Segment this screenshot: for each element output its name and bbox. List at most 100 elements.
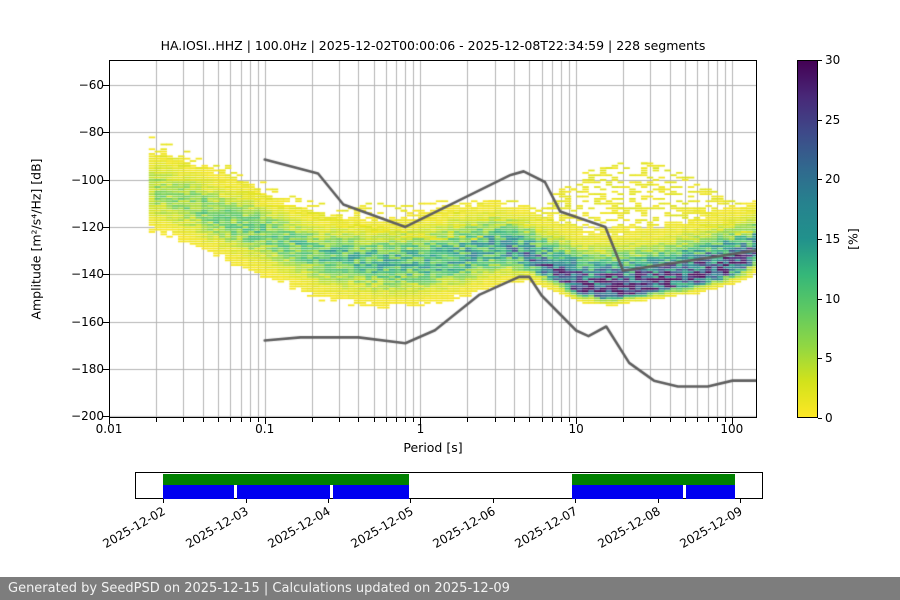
y-tick-label: −200 bbox=[71, 409, 104, 424]
x-tick-mark bbox=[623, 418, 625, 422]
x-tick-mark bbox=[569, 418, 571, 422]
x-tick-mark bbox=[358, 418, 360, 422]
x-tick-mark bbox=[707, 418, 709, 422]
colorbar-tick-mark bbox=[818, 60, 822, 61]
x-tick-mark bbox=[405, 418, 407, 422]
x-tick-mark bbox=[529, 418, 531, 422]
colorbar-tick-label: 5 bbox=[825, 351, 833, 366]
coverage-blue-segment bbox=[236, 485, 330, 499]
x-tick-mark bbox=[339, 418, 340, 422]
colorbar-tick-label: 0 bbox=[825, 411, 833, 425]
coverage-blue-segment bbox=[163, 485, 235, 499]
y-tick-mark bbox=[103, 132, 109, 134]
data-coverage-bar bbox=[135, 472, 763, 499]
x-axis-label: Period [s] bbox=[403, 440, 463, 455]
coverage-tick-mark bbox=[657, 499, 659, 503]
colorbar-tick-label: 25 bbox=[825, 112, 841, 127]
x-tick-mark bbox=[264, 418, 266, 424]
x-tick-mark bbox=[716, 418, 718, 422]
colorbar-tick-mark bbox=[818, 239, 822, 240]
colorbar-tick-mark bbox=[818, 298, 822, 300]
x-tick-mark bbox=[467, 418, 469, 422]
x-tick-mark bbox=[514, 418, 516, 422]
x-tick-label: 1 bbox=[416, 422, 425, 436]
plot-title: HA.IOSI..HHZ | 100.0Hz | 2025-12-02T00:0… bbox=[160, 38, 706, 53]
coverage-tick-mark bbox=[163, 499, 165, 503]
y-tick-mark bbox=[103, 179, 109, 181]
footer-status-bar: Generated by SeedPSD on 2025-12-15 | Cal… bbox=[0, 577, 900, 600]
coverage-tick-mark bbox=[492, 499, 494, 503]
colorbar-tick-mark bbox=[818, 179, 822, 181]
x-tick-label: 10 bbox=[568, 422, 584, 436]
colorbar-tick-label: 30 bbox=[825, 53, 841, 67]
x-tick-mark bbox=[240, 418, 242, 422]
coverage-tick-mark bbox=[410, 499, 412, 503]
y-tick-mark bbox=[103, 274, 109, 276]
x-tick-mark bbox=[230, 418, 232, 422]
x-tick-mark bbox=[396, 418, 398, 422]
y-tick-label: −100 bbox=[71, 172, 104, 187]
y-tick-label: −140 bbox=[71, 267, 104, 282]
y-tick-label: −180 bbox=[71, 361, 104, 376]
x-tick-mark bbox=[684, 418, 686, 422]
y-tick-label: −60 bbox=[78, 78, 104, 93]
y-axis-tick-labels: −60 −80 −100 −120 −140 −160 −180 −200 bbox=[60, 60, 104, 423]
x-tick-mark bbox=[552, 418, 554, 422]
x-tick-mark bbox=[413, 418, 415, 422]
x-tick-mark bbox=[576, 418, 578, 424]
x-tick-mark bbox=[311, 418, 313, 422]
colorbar bbox=[797, 60, 818, 418]
x-tick-mark bbox=[494, 418, 496, 422]
x-tick-mark bbox=[257, 418, 259, 422]
x-tick-mark bbox=[669, 418, 671, 422]
x-tick-mark bbox=[385, 418, 387, 422]
x-tick-mark bbox=[561, 418, 563, 422]
x-tick-label: 100 bbox=[720, 422, 744, 436]
x-tick-mark bbox=[109, 418, 110, 424]
coverage-date-label: 2025-12-09 bbox=[677, 504, 745, 551]
y-tick-mark bbox=[103, 85, 109, 87]
y-tick-label: −80 bbox=[78, 125, 104, 140]
x-tick-label: 0.01 bbox=[95, 422, 123, 436]
x-tick-mark bbox=[202, 418, 204, 422]
ppsd-heatmap-canvas bbox=[109, 60, 757, 418]
coverage-date-label: 2025-12-02 bbox=[100, 504, 169, 551]
colorbar-label: [%] bbox=[845, 228, 861, 250]
coverage-date-label: 2025-12-07 bbox=[512, 504, 581, 551]
coverage-blue-segment bbox=[571, 485, 684, 499]
coverage-blue-segment bbox=[686, 485, 735, 499]
coverage-green-segment bbox=[163, 474, 409, 485]
x-tick-mark bbox=[650, 418, 652, 422]
coverage-green-segment bbox=[571, 474, 735, 485]
x-tick-mark bbox=[183, 418, 185, 422]
y-tick-mark bbox=[103, 416, 109, 418]
coverage-tick-mark bbox=[739, 499, 741, 503]
y-tick-mark bbox=[103, 368, 109, 370]
x-tick-mark bbox=[731, 418, 733, 424]
coverage-date-label: 2025-12-03 bbox=[183, 504, 251, 551]
x-tick-mark bbox=[541, 418, 543, 422]
colorbar-tick-mark bbox=[818, 418, 822, 419]
colorbar-tick-mark bbox=[818, 358, 822, 360]
axes-frame bbox=[109, 60, 757, 418]
x-tick-mark bbox=[724, 418, 726, 422]
coverage-date-label: 2025-12-06 bbox=[430, 504, 498, 551]
x-tick-mark bbox=[373, 418, 375, 422]
coverage-tick-mark bbox=[245, 499, 247, 503]
y-axis-label: Amplitude [m²/s⁴/Hz] [dB] bbox=[28, 158, 44, 320]
colorbar-tick-mark bbox=[818, 119, 822, 121]
x-tick-mark bbox=[697, 418, 699, 422]
coverage-date-label: 2025-12-05 bbox=[347, 504, 416, 551]
y-tick-label: −120 bbox=[71, 219, 104, 234]
y-tick-label: −160 bbox=[71, 314, 104, 329]
x-tick-mark bbox=[420, 418, 422, 424]
y-tick-mark bbox=[103, 226, 109, 228]
coverage-date-label: 2025-12-08 bbox=[595, 504, 663, 551]
coverage-tick-mark bbox=[575, 499, 577, 503]
x-tick-mark bbox=[155, 418, 157, 422]
y-tick-mark bbox=[103, 321, 109, 323]
x-tick-mark bbox=[217, 418, 219, 422]
x-tick-mark bbox=[249, 418, 251, 422]
coverage-tick-mark bbox=[327, 499, 329, 503]
